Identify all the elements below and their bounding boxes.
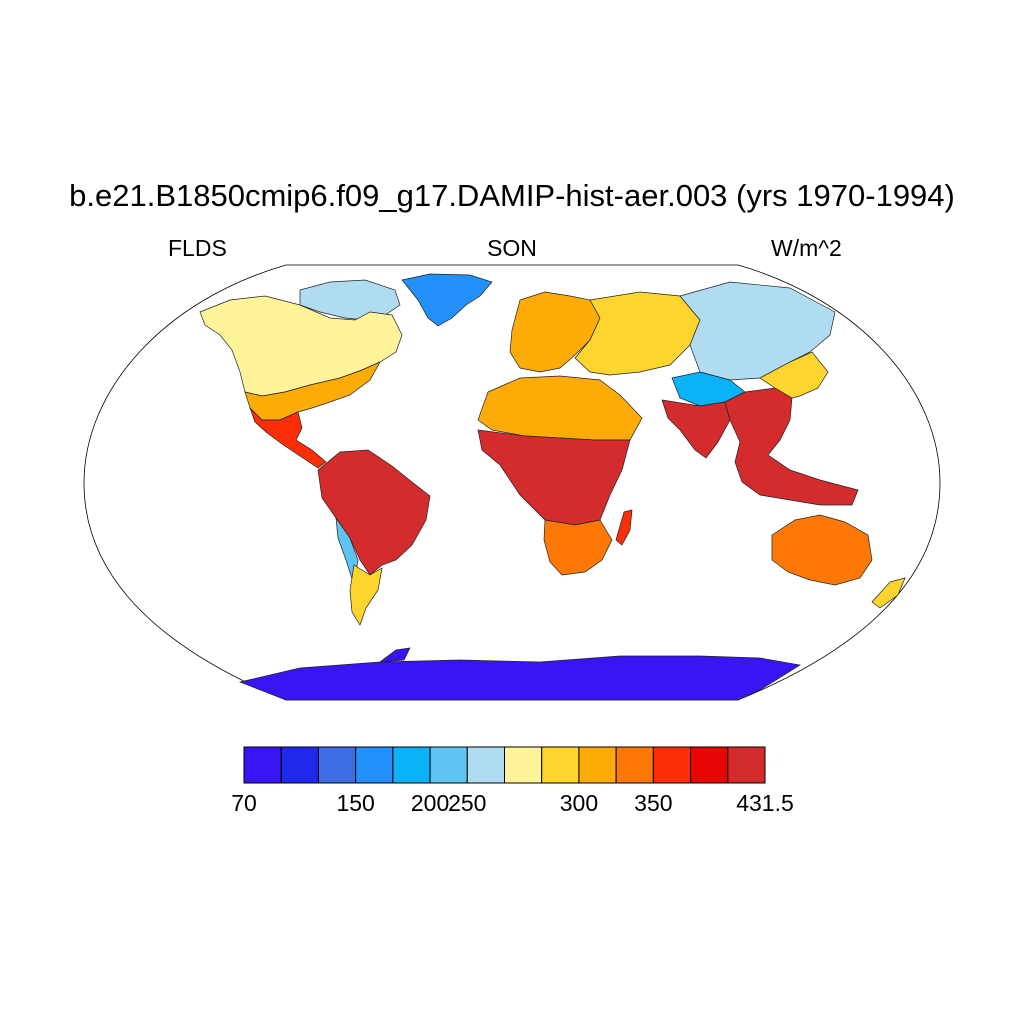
colorbar-box-2 bbox=[317, 746, 357, 784]
colorbar-box-6 bbox=[466, 746, 505, 784]
colorbar-box-9 bbox=[578, 746, 617, 784]
colorbar-tick-label: 300 bbox=[559, 790, 599, 816]
region-patagonia bbox=[349, 564, 383, 626]
region-east-asia bbox=[759, 351, 829, 399]
variable-label: FLDS bbox=[168, 235, 227, 261]
colorbar-box-11 bbox=[652, 746, 692, 784]
region-greenland bbox=[401, 273, 493, 327]
colorbar-box-4 bbox=[392, 746, 431, 784]
region-australia bbox=[771, 514, 873, 586]
region-madagascar bbox=[615, 509, 633, 546]
colorbar-tick-label: 200 bbox=[410, 790, 450, 816]
colorbar-box-12 bbox=[690, 746, 729, 784]
region-antarctic-peninsula bbox=[378, 647, 411, 663]
colorbar-box-0 bbox=[243, 746, 282, 784]
colorbar-tick-label: 350 bbox=[634, 790, 673, 816]
region-central-america bbox=[249, 407, 327, 469]
region-india bbox=[661, 399, 731, 459]
colorbar-box-3 bbox=[355, 746, 394, 784]
colorbar-tick-label: 431.5 bbox=[736, 790, 794, 816]
colorbar-box-1 bbox=[280, 746, 319, 784]
region-europe bbox=[509, 291, 601, 373]
colorbar-tick-label: 70 bbox=[231, 790, 257, 816]
colorbar-box-8 bbox=[541, 746, 580, 784]
plot-title: b.e21.B1850cmip6.f09_g17.DAMIP-hist-aer.… bbox=[69, 178, 955, 213]
colorbar-box-7 bbox=[504, 746, 543, 784]
region-new-zealand bbox=[871, 577, 906, 609]
colorbar-box-13 bbox=[727, 746, 766, 784]
colorbar-tick-label: 250 bbox=[448, 790, 487, 816]
season-label: SON bbox=[487, 235, 537, 261]
colorbar-box-5 bbox=[429, 746, 468, 784]
colorbar-box-10 bbox=[615, 746, 654, 784]
region-africa-central bbox=[477, 429, 631, 526]
units-label: W/m^2 bbox=[771, 235, 842, 261]
colorbar-tick-label: 150 bbox=[336, 790, 375, 816]
region-africa-south bbox=[543, 519, 613, 576]
